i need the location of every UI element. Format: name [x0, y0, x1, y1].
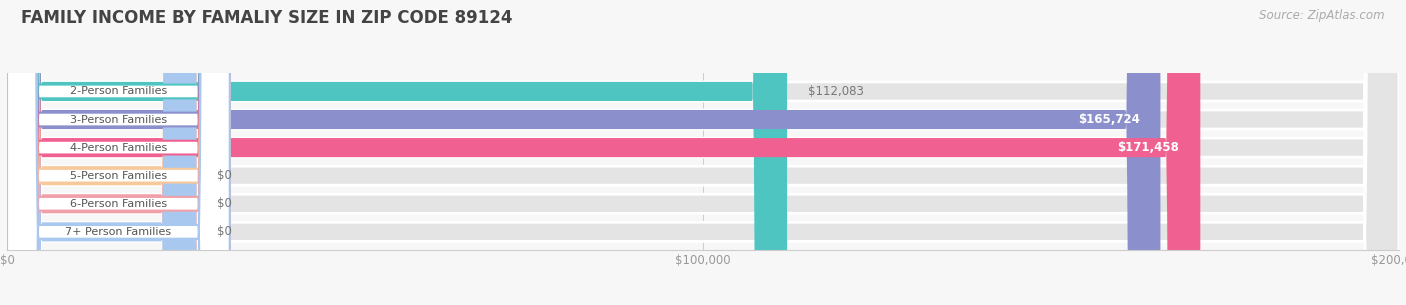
Text: 4-Person Families: 4-Person Families [70, 143, 167, 152]
Text: 6-Person Families: 6-Person Families [70, 199, 167, 209]
FancyBboxPatch shape [7, 0, 229, 305]
FancyBboxPatch shape [7, 0, 197, 305]
FancyBboxPatch shape [7, 0, 229, 305]
FancyBboxPatch shape [7, 0, 1399, 305]
Text: $0: $0 [217, 225, 232, 238]
FancyBboxPatch shape [7, 0, 1399, 305]
Text: $0: $0 [217, 197, 232, 210]
Text: 2-Person Families: 2-Person Families [70, 86, 167, 96]
FancyBboxPatch shape [7, 0, 229, 305]
Text: Source: ZipAtlas.com: Source: ZipAtlas.com [1260, 9, 1385, 22]
Text: $165,724: $165,724 [1077, 113, 1139, 126]
FancyBboxPatch shape [7, 0, 1160, 305]
FancyBboxPatch shape [7, 0, 1201, 305]
FancyBboxPatch shape [7, 0, 229, 305]
FancyBboxPatch shape [7, 0, 197, 305]
Text: $112,083: $112,083 [808, 85, 863, 98]
FancyBboxPatch shape [7, 0, 1399, 305]
Text: FAMILY INCOME BY FAMALIY SIZE IN ZIP CODE 89124: FAMILY INCOME BY FAMALIY SIZE IN ZIP COD… [21, 9, 513, 27]
Text: 7+ Person Families: 7+ Person Families [65, 227, 172, 237]
FancyBboxPatch shape [7, 0, 197, 305]
Text: 5-Person Families: 5-Person Families [70, 171, 167, 181]
FancyBboxPatch shape [7, 0, 229, 305]
FancyBboxPatch shape [7, 0, 1399, 305]
FancyBboxPatch shape [7, 0, 229, 305]
Text: $0: $0 [217, 169, 232, 182]
Text: $171,458: $171,458 [1118, 141, 1180, 154]
FancyBboxPatch shape [7, 0, 787, 305]
Text: 3-Person Families: 3-Person Families [70, 115, 167, 124]
FancyBboxPatch shape [7, 0, 1399, 305]
FancyBboxPatch shape [7, 0, 1399, 305]
